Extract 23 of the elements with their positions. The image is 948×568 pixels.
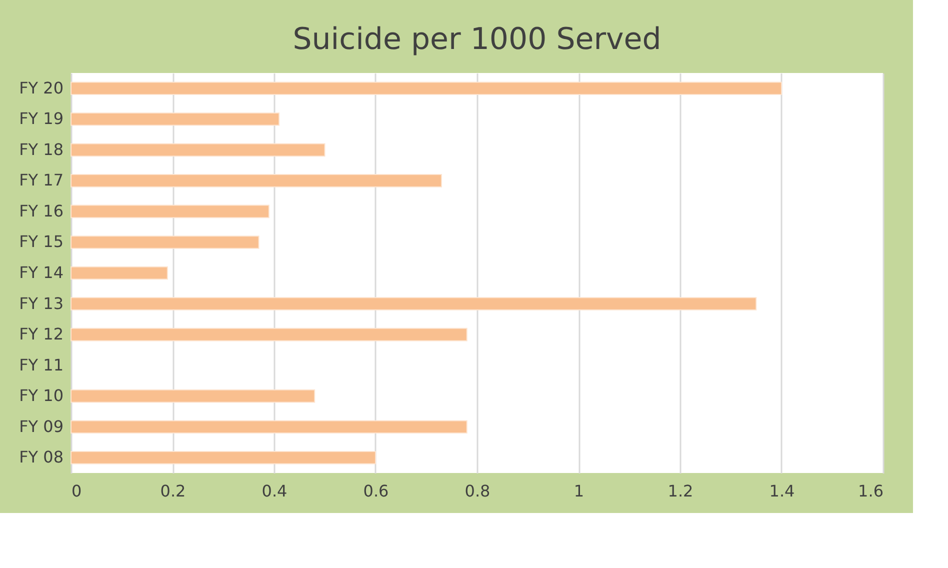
x-tick-label: 1.4 [769,482,795,500]
x-tick-label: 0.4 [262,482,288,500]
x-tick-label: 1 [574,482,584,500]
y-tick-label: FY 16 [19,201,64,220]
x-tick-label: 1.2 [668,482,694,500]
y-tick-label: FY 14 [19,263,64,282]
x-tick-label: 0.8 [464,482,490,500]
y-tick-label: FY 20 [19,78,64,98]
x-tick-label: 0.2 [160,482,186,500]
x-tick-label: 1.6 [858,482,884,500]
x-tick-label: 0 [72,482,82,500]
y-tick-label: FY 08 [19,448,64,467]
y-tick-label: FY 11 [19,355,64,374]
x-tick-label: 0.6 [363,482,389,500]
y-tick-label: FY 09 [19,416,64,436]
y-tick-label: FY 12 [19,324,64,344]
y-tick-label: FY 15 [19,232,64,252]
chart-title: Suicide per 1000 Served [292,22,662,57]
y-tick-label: FY 19 [19,109,64,128]
y-tick-label: FY 17 [19,170,64,190]
y-tick-label: FY 10 [19,386,64,406]
y-tick-label: FY 18 [19,140,64,159]
y-tick-label: FY 13 [19,294,64,313]
